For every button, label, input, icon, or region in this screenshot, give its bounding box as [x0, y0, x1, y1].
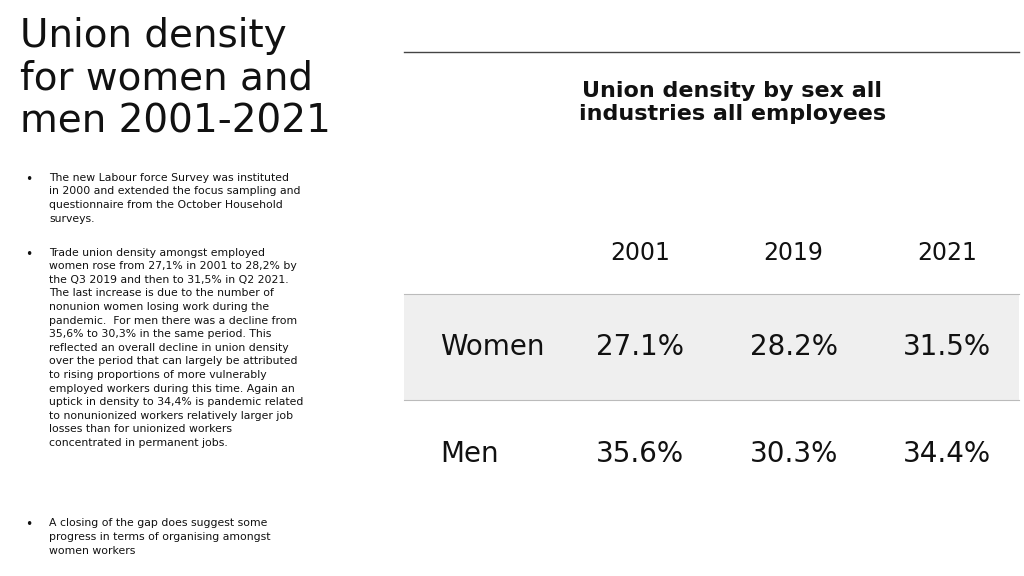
- Text: 2021: 2021: [918, 241, 977, 266]
- Text: 27.1%: 27.1%: [596, 333, 684, 361]
- Text: Union density
for women and
men 2001-2021: Union density for women and men 2001-202…: [20, 17, 332, 141]
- Text: •: •: [26, 173, 33, 186]
- Text: 30.3%: 30.3%: [750, 439, 838, 468]
- Text: Union density by sex all
industries all employees: Union density by sex all industries all …: [579, 81, 886, 124]
- Text: 35.6%: 35.6%: [596, 439, 684, 468]
- Text: •: •: [26, 518, 33, 532]
- Text: 34.4%: 34.4%: [903, 439, 991, 468]
- Text: Men: Men: [440, 439, 499, 468]
- Text: 28.2%: 28.2%: [750, 333, 838, 361]
- Text: 2019: 2019: [764, 241, 823, 266]
- Text: Trade union density amongst employed
women rose from 27,1% in 2001 to 28,2% by
t: Trade union density amongst employed wom…: [49, 248, 303, 448]
- Text: 31.5%: 31.5%: [903, 333, 991, 361]
- Text: A closing of the gap does suggest some
progress in terms of organising amongst
w: A closing of the gap does suggest some p…: [49, 518, 270, 556]
- Text: •: •: [26, 248, 33, 261]
- Text: Women: Women: [440, 333, 545, 361]
- Text: The new Labour force Survey was instituted
in 2000 and extended the focus sampli: The new Labour force Survey was institut…: [49, 173, 301, 223]
- Bar: [404, 294, 1019, 400]
- Text: 2001: 2001: [610, 241, 670, 266]
